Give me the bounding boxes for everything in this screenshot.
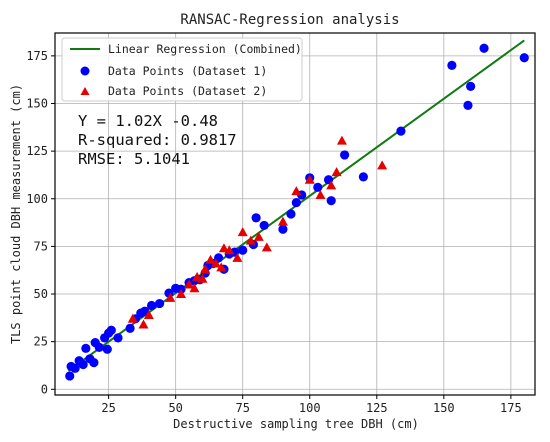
- data-point-dataset-2: [253, 231, 264, 241]
- data-point-dataset-2: [331, 167, 342, 177]
- data-point-dataset-1: [466, 81, 476, 91]
- y-axis-label: TLS point cloud DBH measurement (cm): [9, 84, 23, 344]
- data-point-dataset-2: [261, 242, 272, 252]
- data-point-dataset-2: [232, 252, 243, 262]
- data-point-dataset-2: [377, 160, 388, 170]
- data-point-dataset-1: [65, 371, 75, 381]
- y-tick-label: 150: [26, 96, 48, 110]
- data-point-dataset-2: [210, 258, 221, 268]
- plot-frame: [54, 32, 536, 396]
- data-point-dataset-1: [340, 150, 350, 160]
- data-point-dataset-2: [184, 279, 195, 289]
- data-layer: [65, 39, 529, 381]
- y-tick-label: 25: [34, 335, 48, 349]
- stats-annotation: Y = 1.02X -0.48 R-squared: 0.9817 RMSE: …: [78, 112, 237, 168]
- data-point-dataset-1: [358, 172, 368, 182]
- data-point-dataset-2: [245, 235, 256, 245]
- data-point-dataset-2: [127, 313, 138, 323]
- x-tick-label: 50: [168, 401, 182, 415]
- legend-marker-dataset-1: [80, 66, 90, 76]
- data-point-dataset-2: [315, 189, 326, 199]
- data-point-dataset-1: [89, 358, 99, 368]
- x-tick-label: 75: [235, 401, 249, 415]
- y-tick-label: 125: [26, 144, 48, 158]
- data-point-dataset-2: [336, 135, 347, 145]
- data-point-dataset-2: [291, 186, 302, 196]
- y-tick-label: 100: [26, 192, 48, 206]
- data-point-dataset-1: [146, 300, 157, 311]
- data-point-dataset-2: [237, 227, 248, 237]
- y-tick-label: 0: [41, 382, 48, 396]
- data-point-dataset-1: [125, 323, 135, 333]
- data-point-dataset-1: [286, 209, 296, 219]
- x-tick-label: 175: [500, 401, 522, 415]
- data-point-dataset-1: [259, 220, 269, 231]
- chart-title: RANSAC-Regression analysis: [180, 12, 399, 28]
- y-tick-label: 75: [34, 239, 48, 253]
- y-tick-label: 175: [26, 49, 48, 63]
- legend-box: [61, 37, 303, 102]
- data-point-dataset-1: [70, 363, 80, 373]
- y-tick-label: 50: [34, 287, 48, 301]
- data-point-dataset-2: [165, 292, 176, 302]
- r-squared-value: R-squared: 0.9817: [78, 131, 237, 149]
- ticks: 25 50 75 100 125 150 175 0 25 50 75 100 125 150 175: [26, 49, 521, 415]
- data-point-dataset-1: [447, 60, 457, 70]
- x-tick-label: 125: [366, 401, 388, 415]
- data-point-dataset-2: [326, 180, 337, 190]
- legend-label-dataset-2: Data Points (Dataset 2): [108, 84, 267, 98]
- legend-label-dataset-1: Data Points (Dataset 1): [108, 64, 267, 78]
- x-tick-label: 100: [299, 401, 321, 415]
- data-point-dataset-1: [251, 213, 261, 223]
- data-point-dataset-1: [113, 333, 123, 343]
- data-point-dataset-1: [238, 245, 248, 255]
- regression-equation: Y = 1.02X -0.48: [78, 112, 218, 130]
- data-point-dataset-2: [138, 319, 149, 329]
- data-point-dataset-2: [189, 283, 200, 293]
- x-axis-label: Destructive sampling tree DBH (cm): [173, 417, 419, 431]
- data-point-dataset-1: [278, 224, 288, 234]
- data-point-dataset-2: [197, 273, 208, 283]
- data-point-dataset-1: [313, 182, 323, 192]
- data-point-dataset-2: [277, 216, 288, 226]
- data-point-dataset-2: [218, 243, 229, 253]
- data-point-dataset-2: [216, 262, 227, 272]
- data-point-dataset-1: [396, 126, 406, 136]
- data-point-dataset-2: [176, 289, 187, 299]
- data-point-dataset-1: [94, 342, 104, 352]
- data-point-dataset-1: [463, 100, 473, 110]
- data-point-dataset-2: [205, 254, 216, 264]
- data-point-dataset-2: [224, 245, 235, 255]
- data-point-dataset-1: [154, 298, 165, 309]
- x-tick-label: 150: [433, 401, 455, 415]
- data-point-dataset-1: [291, 197, 301, 208]
- rmse-value: RMSE: 5.1041: [78, 150, 190, 168]
- legend: Linear Regression (Combined) Data Points…: [61, 37, 303, 102]
- legend-label-regression: Linear Regression (Combined): [108, 42, 302, 56]
- data-point-dataset-1: [106, 325, 116, 335]
- data-point-dataset-2: [200, 264, 211, 274]
- data-point-dataset-2: [143, 309, 154, 319]
- data-point-dataset-2: [192, 271, 203, 281]
- legend-marker-dataset-2: [80, 87, 90, 95]
- data-point-dataset-1: [78, 359, 88, 370]
- x-tick-label: 25: [101, 401, 115, 415]
- data-point-dataset-2: [304, 174, 315, 184]
- data-point-dataset-1: [81, 343, 91, 353]
- data-point-dataset-1: [479, 43, 489, 53]
- data-point-dataset-1: [102, 344, 112, 354]
- data-point-dataset-1: [326, 196, 336, 206]
- data-point-dataset-1: [519, 53, 529, 63]
